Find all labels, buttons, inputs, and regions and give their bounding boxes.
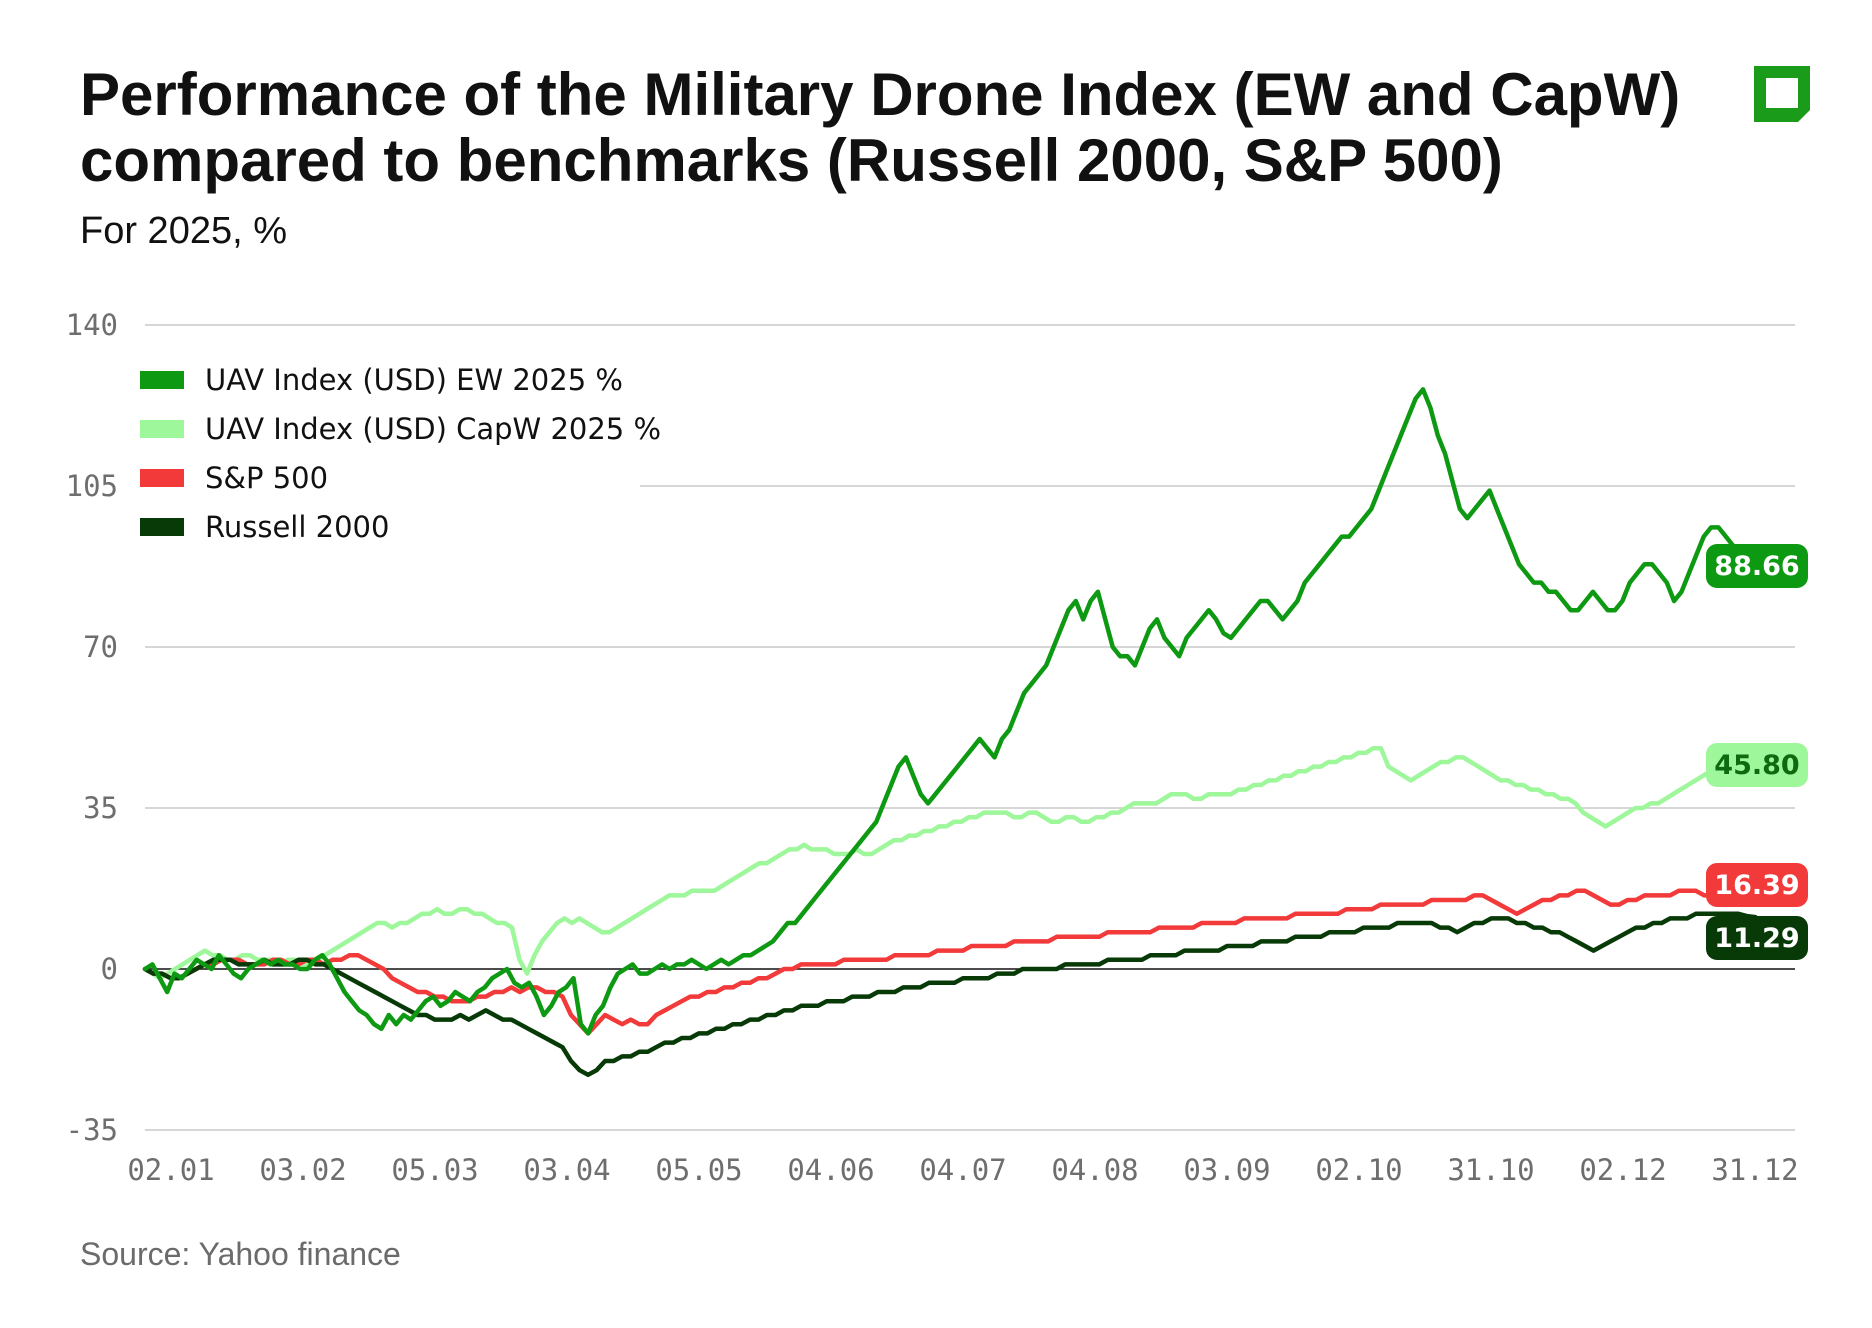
brand-square-inner <box>1766 78 1798 108</box>
source-note: Source: Yahoo finance <box>80 1236 401 1272</box>
end-value-labels: 88.66 45.80 16.39 11.29 <box>1706 544 1808 960</box>
x-tick-label: 03.09 <box>1183 1153 1270 1187</box>
y-tick-label: 0 <box>101 952 118 986</box>
x-axis-ticks: 02.01 03.02 05.03 03.04 05.05 04.06 04.07 04.08… <box>127 1153 1798 1187</box>
legend-swatch <box>140 420 184 438</box>
end-label-badge <box>1706 863 1808 907</box>
end-label-value: 11.29 <box>1714 923 1799 954</box>
y-tick-label: 140 <box>66 308 118 342</box>
y-tick-label: 35 <box>83 791 118 825</box>
x-tick-label: 04.07 <box>919 1153 1006 1187</box>
y-axis-ticks: -35 0 35 70 105 140 <box>66 308 118 1147</box>
x-tick-label: 05.03 <box>391 1153 478 1187</box>
legend-label: S&P 500 <box>205 461 328 495</box>
end-label-value: 16.39 <box>1714 870 1799 901</box>
x-tick-label: 31.10 <box>1447 1153 1534 1187</box>
legend-label: UAV Index (USD) CapW 2025 % <box>205 412 661 446</box>
x-tick-label: 02.12 <box>1579 1153 1666 1187</box>
y-tick-label: 70 <box>83 630 118 664</box>
x-tick-label: 02.01 <box>127 1153 214 1187</box>
legend-swatch <box>140 469 184 487</box>
legend-label: UAV Index (USD) EW 2025 % <box>205 363 623 397</box>
x-tick-label: 04.08 <box>1051 1153 1138 1187</box>
x-tick-label: 03.02 <box>259 1153 346 1187</box>
legend: UAV Index (USD) EW 2025 % UAV Index (USD)… <box>140 363 661 544</box>
end-label-value: 88.66 <box>1714 551 1799 582</box>
legend-label: Russell 2000 <box>205 510 389 544</box>
end-label-badge <box>1706 916 1808 960</box>
end-label-badge <box>1706 544 1808 588</box>
end-label-value: 45.80 <box>1714 750 1799 781</box>
x-tick-label: 05.05 <box>655 1153 742 1187</box>
brand-square-icon <box>1754 66 1810 122</box>
series-line-3 <box>142 911 1758 1078</box>
end-label-badge <box>1706 743 1808 787</box>
x-tick-label: 03.04 <box>523 1153 610 1187</box>
x-tick-label: 02.10 <box>1315 1153 1402 1187</box>
legend-swatch <box>140 518 184 536</box>
series-lines <box>142 387 1758 1078</box>
series-line-1 <box>142 745 1758 981</box>
series-line-2 <box>142 888 1758 1036</box>
chart-subtitle: For 2025, % <box>80 210 287 252</box>
y-tick-label: 105 <box>66 469 118 503</box>
grid-lines <box>145 324 1795 1131</box>
x-tick-label: 31.12 <box>1711 1153 1798 1187</box>
legend-swatch <box>140 371 184 389</box>
x-tick-label: 04.06 <box>787 1153 874 1187</box>
y-tick-label: -35 <box>66 1113 118 1147</box>
series-line-0 <box>142 387 1758 1036</box>
chart-title: Performance of the Military Drone Index … <box>80 61 1681 194</box>
